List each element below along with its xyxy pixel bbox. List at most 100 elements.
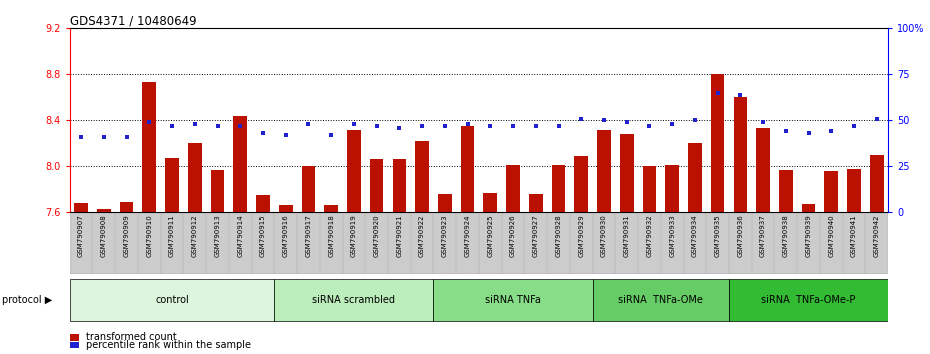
Bar xyxy=(729,279,888,321)
Point xyxy=(778,129,793,134)
Text: protocol ▶: protocol ▶ xyxy=(2,295,52,305)
Bar xyxy=(575,156,588,212)
Text: GSM790910: GSM790910 xyxy=(146,214,153,257)
Text: GSM790936: GSM790936 xyxy=(737,214,743,257)
Text: GSM790935: GSM790935 xyxy=(714,214,721,257)
Bar xyxy=(166,158,179,212)
Bar xyxy=(233,116,247,212)
Text: GSM790927: GSM790927 xyxy=(533,214,538,257)
Point xyxy=(460,121,475,127)
Bar xyxy=(74,203,88,212)
Bar xyxy=(665,165,679,212)
Text: GSM790919: GSM790919 xyxy=(351,214,357,257)
Text: GSM790928: GSM790928 xyxy=(555,214,562,257)
Text: GSM790941: GSM790941 xyxy=(851,214,857,257)
Text: control: control xyxy=(155,295,189,305)
Text: siRNA  TNFa-OMe-P: siRNA TNFa-OMe-P xyxy=(762,295,856,305)
Bar xyxy=(643,166,657,212)
Text: GSM790923: GSM790923 xyxy=(442,214,448,257)
Point xyxy=(756,119,771,125)
Point xyxy=(665,121,680,127)
Point xyxy=(483,123,498,129)
Point xyxy=(165,123,179,129)
Point xyxy=(437,123,452,129)
Text: GSM790933: GSM790933 xyxy=(670,214,675,257)
Bar xyxy=(870,155,884,212)
Text: GSM790926: GSM790926 xyxy=(510,214,516,257)
Bar xyxy=(460,126,474,212)
Text: GSM790938: GSM790938 xyxy=(783,214,789,257)
Point xyxy=(119,134,134,140)
Point xyxy=(711,90,725,96)
Text: transformed count: transformed count xyxy=(86,332,178,342)
Bar xyxy=(211,170,224,212)
Text: percentile rank within the sample: percentile rank within the sample xyxy=(86,340,251,350)
Point xyxy=(596,118,611,123)
Bar xyxy=(188,143,202,212)
Bar xyxy=(484,193,498,212)
Text: GSM790925: GSM790925 xyxy=(487,214,493,257)
Text: GSM790920: GSM790920 xyxy=(374,214,379,257)
Bar xyxy=(70,279,274,321)
Point xyxy=(551,123,566,129)
Point xyxy=(528,123,543,129)
Bar xyxy=(347,130,361,212)
Text: GSM790918: GSM790918 xyxy=(328,214,334,257)
Text: GSM790931: GSM790931 xyxy=(624,214,630,257)
Bar xyxy=(597,130,611,212)
Text: GSM790915: GSM790915 xyxy=(260,214,266,257)
Text: GSM790909: GSM790909 xyxy=(124,214,129,257)
Text: GSM790916: GSM790916 xyxy=(283,214,288,257)
Point xyxy=(870,116,884,121)
Text: siRNA TNFa: siRNA TNFa xyxy=(485,295,541,305)
Point xyxy=(506,123,521,129)
Text: GSM790914: GSM790914 xyxy=(237,214,244,257)
Bar xyxy=(779,170,792,212)
Bar xyxy=(620,134,633,212)
Bar xyxy=(274,279,433,321)
Text: GSM790912: GSM790912 xyxy=(192,214,198,257)
Text: GSM790942: GSM790942 xyxy=(874,214,880,257)
Bar xyxy=(256,195,270,212)
Text: GSM790937: GSM790937 xyxy=(760,214,766,257)
Point xyxy=(733,92,748,97)
Bar xyxy=(529,194,542,212)
Bar xyxy=(433,279,592,321)
Bar xyxy=(392,159,406,212)
Text: siRNA  TNFa-OMe: siRNA TNFa-OMe xyxy=(618,295,703,305)
Point xyxy=(324,132,339,138)
Point xyxy=(142,119,157,125)
Bar xyxy=(711,74,724,212)
Point xyxy=(619,119,634,125)
Text: GSM790911: GSM790911 xyxy=(169,214,175,257)
Point xyxy=(210,123,225,129)
Point xyxy=(301,121,316,127)
Text: GSM790930: GSM790930 xyxy=(601,214,607,257)
Point xyxy=(232,123,247,129)
Text: siRNA scrambled: siRNA scrambled xyxy=(312,295,395,305)
Text: GSM790932: GSM790932 xyxy=(646,214,653,257)
Text: GSM790913: GSM790913 xyxy=(215,214,220,257)
Point xyxy=(97,134,112,140)
Bar xyxy=(734,97,747,212)
Bar xyxy=(802,204,816,212)
Bar xyxy=(370,159,383,212)
Text: GSM790940: GSM790940 xyxy=(829,214,834,257)
Bar xyxy=(551,165,565,212)
Bar xyxy=(506,165,520,212)
Text: GSM790907: GSM790907 xyxy=(78,214,84,257)
Text: GDS4371 / 10480649: GDS4371 / 10480649 xyxy=(70,14,196,27)
Point xyxy=(642,123,657,129)
Point xyxy=(801,130,816,136)
Bar xyxy=(120,202,133,212)
Bar xyxy=(825,171,838,212)
Text: GSM790922: GSM790922 xyxy=(419,214,425,257)
Point xyxy=(278,132,293,138)
Point xyxy=(73,134,88,140)
Bar xyxy=(416,141,429,212)
Point xyxy=(574,116,589,121)
Text: GSM790908: GSM790908 xyxy=(100,214,107,257)
Point xyxy=(687,118,702,123)
Bar xyxy=(142,82,156,212)
Text: GSM790939: GSM790939 xyxy=(805,214,812,257)
